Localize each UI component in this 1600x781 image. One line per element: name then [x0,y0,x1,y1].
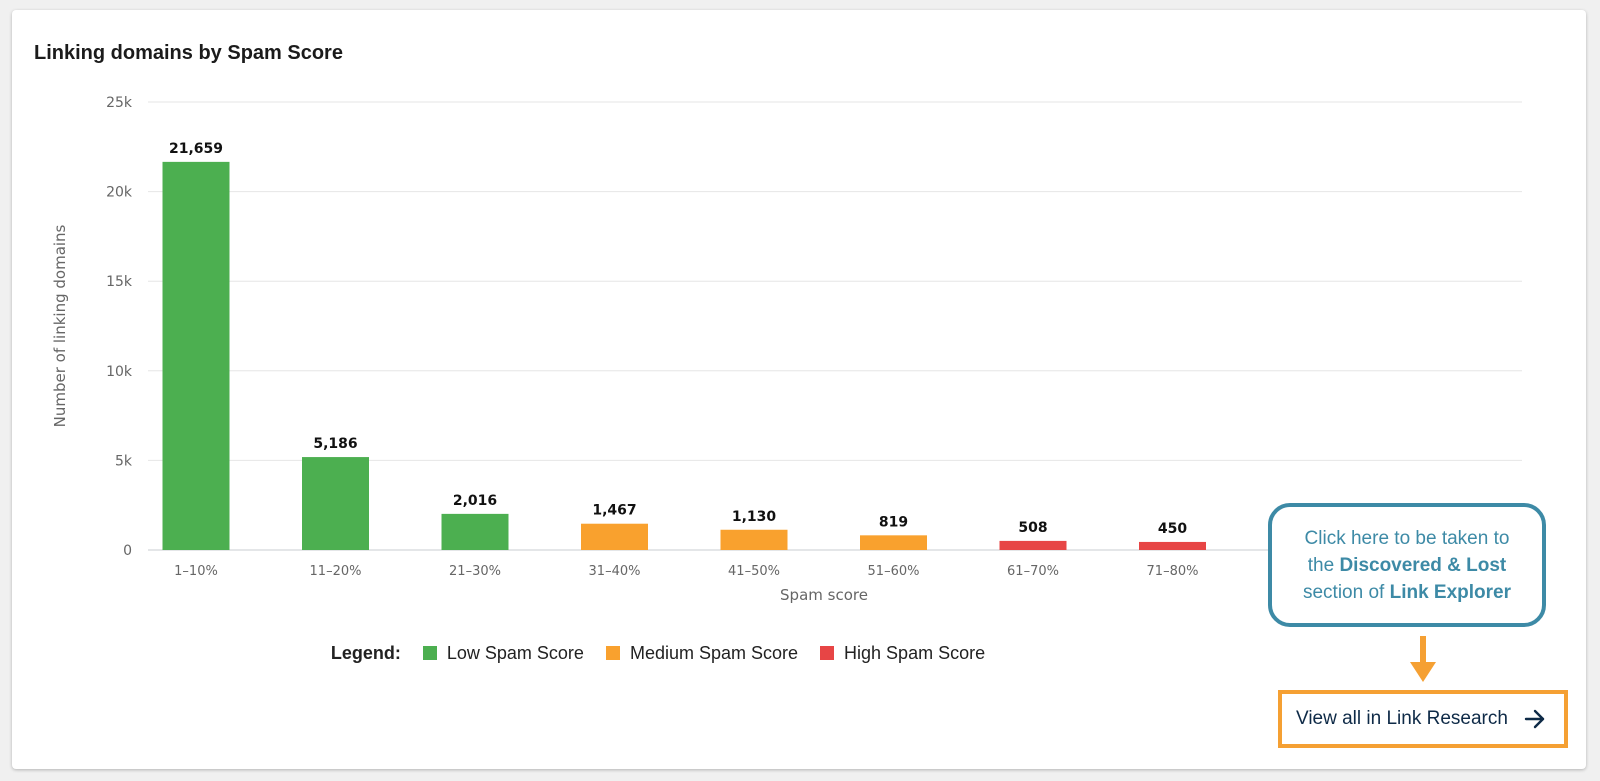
x-tick-label: 71–80% [1147,564,1199,579]
bar-value-label: 819 [879,514,908,530]
legend-item-low: Low Spam Score [422,642,584,664]
bar [441,513,509,550]
bar-value-label: 2,016 [453,493,497,509]
bar [162,161,230,550]
bar-value-label: 450 [1158,521,1187,537]
x-tick-label: 51–60% [868,564,920,579]
callout-arrow-shaft [1420,636,1426,664]
bar-chart: 0 5k 10k 15k 20k 25k 21,659 1–10% 5,186 11–20% 2,0… [51,95,1522,604]
legend-title: Legend: [330,642,401,663]
y-tick-label: 20k [106,185,133,201]
view-all-link-research-button[interactable]: View all in Link Research [1278,690,1568,748]
bar [302,457,369,550]
y-tick-label: 5k [115,453,133,469]
bar [1139,541,1206,550]
bar [860,535,927,550]
callout-line-2-prefix: the [1307,554,1340,576]
bar-value-label: 5,186 [313,436,357,452]
chart-card: Linking domains by Spam Score 0 5k 10k 15k 2… [12,10,1586,769]
bar-value-label: 1,130 [732,509,777,525]
y-tick-label: 0 [123,543,132,559]
bar-value-label: 21,659 [169,141,223,157]
callout-text: Click here to be taken to the Discovered… [1303,525,1511,606]
legend-swatch-high [820,646,835,660]
bar-value-label: 1,467 [592,503,636,519]
bar [999,540,1067,550]
legend-swatch-medium [605,646,620,660]
bar [720,529,788,550]
y-tick-label: 15k [106,274,133,290]
y-axis-title: Number of linking domains [51,224,69,427]
callout-line-3-bold: Link Explorer [1389,581,1512,603]
x-axis-title: Spam score [780,586,868,604]
legend-label-medium: Medium Spam Score [629,642,799,663]
x-tick-label: 41–50% [728,564,780,579]
legend: Legend: Low Spam Score Medium Spam Score… [12,640,1586,666]
x-tick-label: 21–30% [449,564,501,579]
x-tick-label: 31–40% [589,564,641,579]
arrow-right-icon [1524,709,1545,729]
bar-value-label: 508 [1018,520,1047,536]
y-tick-label: 25k [106,95,133,111]
bar [581,523,648,550]
x-tick-label: 11–20% [310,564,362,579]
x-tick-label: 61–70% [1007,564,1059,579]
legend-label-low: Low Spam Score [446,642,584,663]
legend-item-medium: Medium Spam Score [605,642,799,664]
x-tick-label: 1–10% [174,564,218,579]
callout-line-3-prefix: section of [1302,581,1390,603]
legend-label-high: High Spam Score [844,642,986,663]
callout-annotation: Click here to be taken to the Discovered… [1268,503,1546,627]
callout-line-2-bold: Discovered & Lost [1339,554,1507,576]
view-all-link-label: View all in Link Research [1296,708,1508,729]
chart-title: Linking domains by Spam Score [34,42,343,64]
legend-item-high: High Spam Score [820,643,985,664]
callout-arrow-head-icon [1410,662,1436,682]
callout-line-1: Click here to be taken to [1304,527,1510,549]
legend-swatch-low [422,646,437,660]
y-tick-label: 10k [106,364,133,380]
